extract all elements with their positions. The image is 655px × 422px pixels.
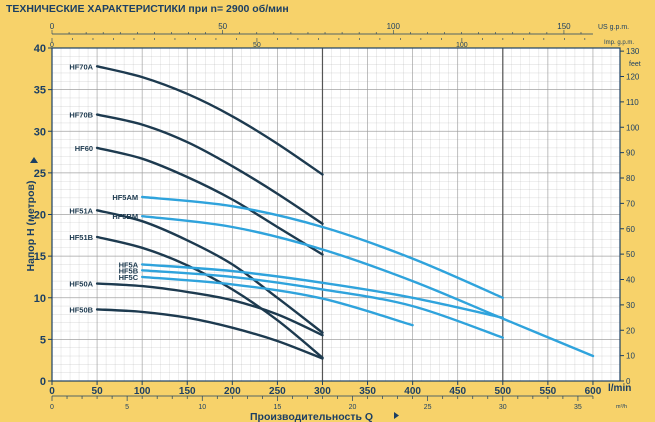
top-imp-tick-label: 100 — [456, 42, 468, 49]
x-tick-label: 200 — [224, 386, 241, 397]
x-tick-label: 450 — [449, 386, 466, 397]
top-imp-unit-label: Imp. g.p.m. — [604, 40, 634, 46]
top-imp-tick-label: 50 — [253, 42, 261, 49]
right-axis-unit-label: feet — [629, 61, 641, 68]
right-tick-label: 30 — [626, 301, 635, 310]
x2-tick-label: 20 — [349, 404, 357, 411]
top-us-tick-label: 0 — [50, 22, 55, 31]
curve-hf50b — [95, 308, 324, 360]
curve-label-hf50a: HF50A — [69, 280, 93, 289]
top-us-unit-label: US g.p.m. — [598, 24, 629, 31]
x2-tick-label: 15 — [273, 404, 281, 411]
right-tick-label: 120 — [626, 73, 640, 82]
curve-label-hf51b: HF51B — [69, 233, 93, 242]
right-tick-label: 50 — [626, 250, 635, 259]
right-tick-label: 100 — [626, 123, 640, 132]
right-tick-label: 130 — [626, 47, 640, 56]
y-tick-label: 35 — [34, 85, 46, 97]
x-tick-label: 100 — [134, 386, 151, 397]
x2-tick-label: 10 — [198, 404, 206, 411]
curve-label-hf5bm: HF5BM — [112, 212, 138, 221]
curve-hf70a — [95, 65, 324, 176]
y-axis-title: Напор Н (метров) — [25, 181, 37, 272]
y-tick-label: 15 — [34, 251, 46, 263]
y-tick-label: 5 — [40, 334, 46, 346]
y-tick-label: 0 — [40, 376, 46, 388]
curve-hf50a — [95, 282, 324, 337]
x-axis-unit-label: l/min — [608, 383, 631, 394]
curve-hf70b — [95, 113, 324, 225]
x-tick-label: 550 — [540, 386, 557, 397]
right-tick-label: 20 — [626, 326, 635, 335]
y-tick-label: 30 — [34, 126, 46, 138]
chart-title: ТЕХНИЧЕСКИЕ ХАРАКТЕРИСТИКИ при n= 2900 о… — [6, 3, 289, 15]
curve-label-hf5a: HF5A — [119, 260, 139, 269]
x-tick-label: 50 — [92, 386, 104, 397]
x-tick-label: 400 — [404, 386, 421, 397]
x-axis-title-arrow-icon — [394, 412, 399, 419]
curve-hf51b — [95, 235, 324, 359]
y-tick-label: 25 — [34, 168, 46, 180]
right-tick-label: 80 — [626, 174, 635, 183]
curve-label-hf5c: HF5C — [119, 273, 139, 282]
x2-tick-label: 0 — [50, 404, 54, 411]
curve-hf5b — [141, 269, 504, 339]
right-tick-label: 60 — [626, 225, 635, 234]
curve-hf51a — [95, 209, 324, 334]
top-us-tick-label: 100 — [387, 22, 401, 31]
curve-label-hf60: HF60 — [75, 144, 93, 153]
right-tick-label: 110 — [626, 98, 639, 107]
x2-tick-label: 5 — [125, 404, 129, 411]
curve-label-hf51a: HF51A — [69, 206, 93, 215]
x-tick-label: 250 — [269, 386, 286, 397]
curve-hf5am — [141, 195, 504, 299]
top-us-tick-label: 50 — [218, 22, 227, 31]
x-tick-label: 350 — [359, 386, 376, 397]
curve-label-hf50b: HF50B — [69, 305, 93, 314]
x2-tick-label: 30 — [499, 404, 507, 411]
x-tick-label: 600 — [585, 386, 602, 397]
right-tick-label: 70 — [626, 199, 635, 208]
y-tick-label: 20 — [34, 210, 46, 222]
right-tick-label: 0 — [626, 377, 631, 386]
curve-hf5c — [141, 275, 414, 327]
right-tick-label: 10 — [626, 352, 635, 361]
x-tick-label: 0 — [49, 386, 55, 397]
curve-hf5a — [141, 263, 504, 319]
curve-label-hf70b: HF70B — [69, 111, 93, 120]
curve-hf60 — [95, 146, 324, 256]
top-us-tick-label: 150 — [557, 22, 571, 31]
curve-label-hf5am: HF5AM — [112, 193, 138, 202]
curve-label-hf5b: HF5B — [119, 266, 139, 275]
top-imp-tick-label: 0 — [50, 42, 54, 49]
x-axis-title: Производительность Q — [250, 411, 373, 422]
x-tick-label: 150 — [179, 386, 196, 397]
y-axis-title-arrow-icon — [30, 157, 38, 163]
right-tick-label: 90 — [626, 149, 635, 158]
plot-area: 0510152025303540010203040506070809010011… — [34, 22, 640, 411]
y-tick-label: 10 — [34, 293, 46, 305]
curve-label-hf70a: HF70A — [69, 62, 93, 71]
curve-hf5bm — [141, 215, 595, 358]
x-tick-label: 500 — [494, 386, 511, 397]
y-tick-label: 40 — [34, 43, 46, 55]
x2-axis-unit-label: m³/h — [616, 404, 627, 410]
x-tick-label: 300 — [314, 386, 331, 397]
x2-tick-label: 25 — [424, 404, 432, 411]
right-tick-label: 40 — [626, 276, 635, 285]
x2-tick-label: 35 — [574, 404, 582, 411]
